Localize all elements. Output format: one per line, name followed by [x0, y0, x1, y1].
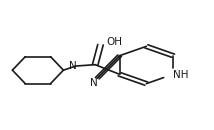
Text: N: N	[90, 78, 97, 88]
Text: OH: OH	[106, 37, 122, 47]
Text: NH: NH	[173, 70, 189, 80]
Text: N: N	[69, 61, 77, 71]
